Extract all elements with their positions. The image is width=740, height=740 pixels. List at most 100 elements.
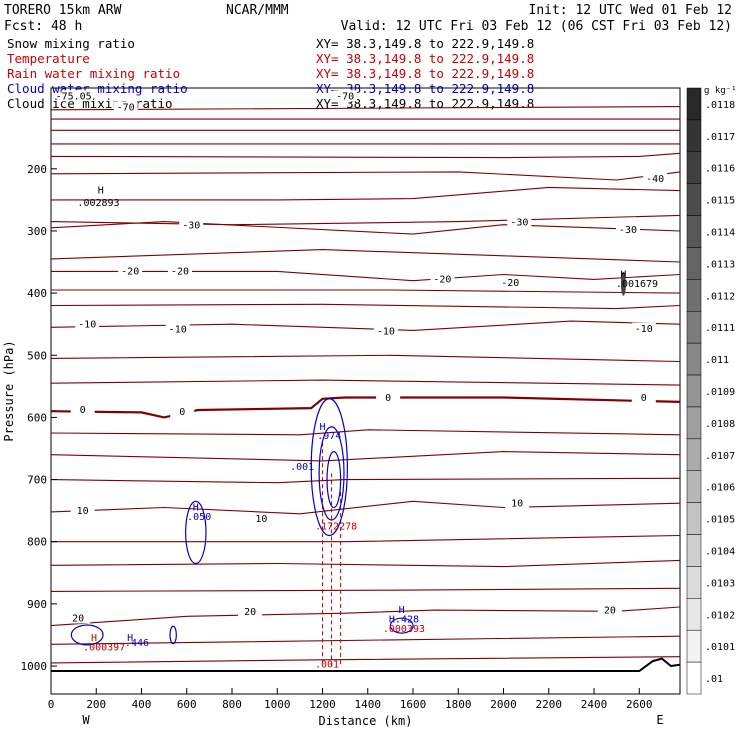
isotherm-label-bg-8-1 xyxy=(507,216,532,228)
isotherm-label-bg-8-0 xyxy=(179,219,204,231)
x-tick-label-13: 2600 xyxy=(626,698,653,711)
y-tick-label-0: 200 xyxy=(27,163,47,176)
colorbar-cell-9 xyxy=(686,374,702,408)
isotherm-label-bg-20-1 xyxy=(249,512,274,524)
colorbar-label-15: .0103 xyxy=(705,578,735,589)
field-name-0: Snow mixing ratio xyxy=(7,36,135,51)
colorbar: .0118 .0117 .0116 .0115 .0114 .0113 .0112 .0111… xyxy=(686,86,737,695)
isotherm-label-13-1: -10 xyxy=(169,324,187,335)
isotherm-label-8-1: -30 xyxy=(510,217,528,228)
cloud-water-contour-3 xyxy=(185,500,207,565)
colorbar-cell-12 xyxy=(686,470,702,503)
x-tick-label-7: 1400 xyxy=(355,698,382,711)
annotation-6: .001 xyxy=(290,462,314,473)
isotherm-label-10-2: -20 xyxy=(433,275,451,286)
isotherm-0 xyxy=(50,106,681,111)
field-xy-2: XY= 38.3,149.8 to 222.9,149.8 xyxy=(316,66,534,81)
x-tick-label-1: 200 xyxy=(86,698,106,711)
colorbar-label-2: .0116 xyxy=(705,164,735,175)
annotation-17: .001 xyxy=(315,659,339,670)
isotherm-20 xyxy=(50,500,681,515)
x-tick-label-2: 400 xyxy=(132,698,152,711)
isotherm-18 xyxy=(50,451,681,462)
colorbar-cell-10 xyxy=(686,406,702,440)
colorbar-cell-1 xyxy=(686,119,702,153)
x-tick-label-0: 0 xyxy=(48,698,55,711)
isotherm-9 xyxy=(50,249,681,263)
annotation-5: .974 xyxy=(317,431,341,442)
isotherm-label-bg-13-1 xyxy=(165,323,190,335)
isotherm-label-10-3: -20 xyxy=(501,278,519,289)
isotherm-label-bg-13-2 xyxy=(373,325,398,337)
field-xy-1: XY= 38.3,149.8 to 222.9,149.8 xyxy=(316,51,534,66)
annotation-13: H xyxy=(127,633,133,644)
isotherm-label-13-2: -10 xyxy=(377,326,395,337)
y-tick-label-1: 300 xyxy=(27,225,47,238)
annotation-15: H xyxy=(91,633,97,644)
colorbar-cell-8 xyxy=(686,342,702,376)
annotation-3: .001679 xyxy=(616,279,658,290)
center-label: NCAR/MMM xyxy=(226,3,289,18)
cloud-water-contour-5 xyxy=(169,625,177,645)
colorbar-label-12: .0106 xyxy=(705,483,735,494)
isotherm-6 xyxy=(51,186,681,201)
y-tick-label-2: 400 xyxy=(27,287,47,300)
cloud-water-contour-1 xyxy=(318,426,345,521)
isotherm-12 xyxy=(50,303,681,310)
x-tick-label-9: 1800 xyxy=(445,698,472,711)
isotherm-14 xyxy=(50,354,681,363)
colorbar-label-1: .0117 xyxy=(705,132,735,143)
colorbar-label-8: .011 xyxy=(705,355,729,366)
annotation-7: H xyxy=(193,503,199,514)
isotherm-label-bg-20-0 xyxy=(70,504,95,516)
x-tick-label-8: 1600 xyxy=(400,698,427,711)
isotherm-label-20-1: 10 xyxy=(255,514,267,525)
isotherm-16 xyxy=(50,396,681,419)
cloud-water-contour-0 xyxy=(310,398,348,537)
isotherm-label-bg-10-2 xyxy=(430,273,455,285)
isotherm-label-10-0: -20 xyxy=(121,267,139,278)
annotation-8: .050 xyxy=(187,512,211,523)
model-label: TORERO 15km ARW xyxy=(4,3,122,18)
field-name-1: Temperature xyxy=(7,51,90,66)
colorbar-cell-3 xyxy=(686,183,702,216)
colorbar-cell-13 xyxy=(686,502,702,535)
colorbar-label-16: .0102 xyxy=(705,610,735,621)
isotherm-label-bg-16-2 xyxy=(376,391,401,403)
annotation-2: H xyxy=(620,270,626,281)
isotherm-label-8-0: -30 xyxy=(182,221,200,232)
isotherm-label-16-3: 0 xyxy=(641,393,647,404)
axes: 0 200 400 600 800 1000 1200 1400 1600 1800 2000 220… xyxy=(2,163,664,728)
y-tick-label-4: 600 xyxy=(27,411,47,424)
isotherm-label-24-0: 20 xyxy=(72,613,84,624)
isotherm-label-0-1: -75.05 xyxy=(56,91,92,102)
plot-frame xyxy=(50,87,681,695)
isotherm-label-bg-13-3 xyxy=(631,322,656,334)
colorbar-cell-14 xyxy=(686,534,702,567)
isotherm-label-16-2: 0 xyxy=(385,393,391,404)
x-tick-label-3: 600 xyxy=(177,698,197,711)
colorbar-cell-2 xyxy=(686,151,702,184)
isotherm-label-bg-10-3 xyxy=(498,276,523,288)
colorbar-cell-11 xyxy=(686,438,702,471)
isotherm-15 xyxy=(50,379,681,386)
annotation-11: H.428 xyxy=(389,615,419,626)
isotherm-22 xyxy=(50,559,681,568)
isotherm-13 xyxy=(50,320,681,331)
cloud-water-contour-6 xyxy=(389,617,414,634)
colorbar-label-18: .01 xyxy=(705,674,723,685)
cloud-water-contour-4 xyxy=(70,624,104,646)
isotherm-label-24-2: 20 xyxy=(604,605,616,616)
colorbar-cell-7 xyxy=(686,311,702,344)
x-tick-label-4: 800 xyxy=(222,698,242,711)
isotherm-10 xyxy=(51,270,681,282)
isotherm-label-bg-0-1 xyxy=(61,90,86,102)
isotherm-label-bg-10-0 xyxy=(118,265,143,277)
isotherm-23 xyxy=(50,587,681,592)
isotherm-label-bg-16-3 xyxy=(631,391,656,403)
isotherm-label-bg-20-2 xyxy=(505,497,530,509)
x-tick-label-6: 1200 xyxy=(309,698,336,711)
y-tick-label-3: 500 xyxy=(27,349,47,362)
isotherm-label-10-1: -20 xyxy=(171,267,189,278)
